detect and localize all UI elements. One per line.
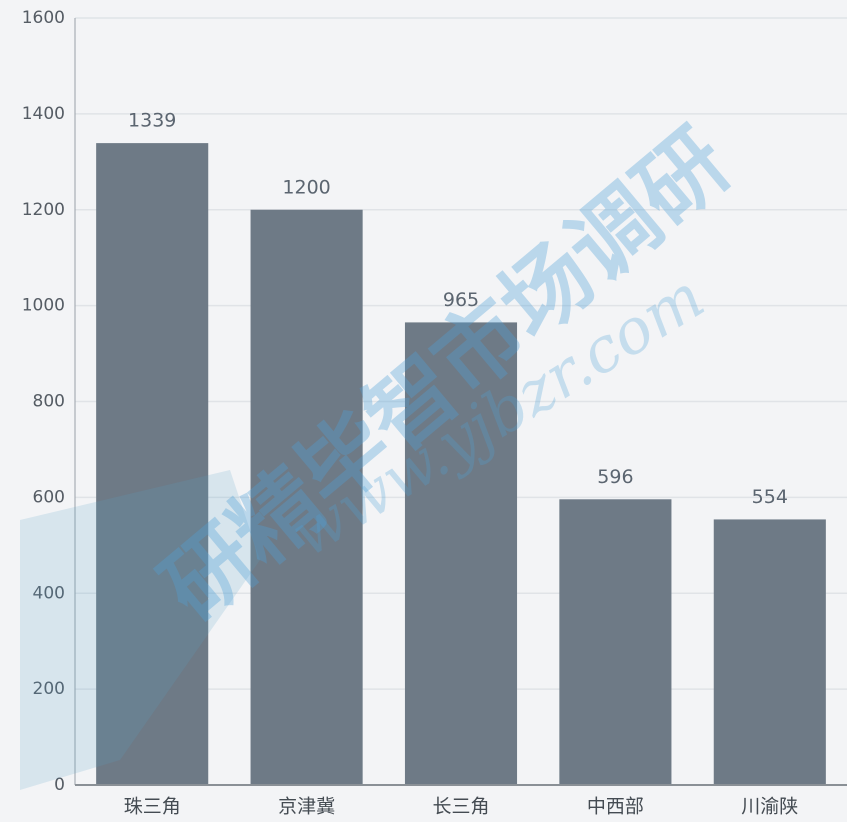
watermark-shape — [20, 470, 260, 790]
y-tick-label: 1600 — [22, 8, 65, 28]
y-tick-label: 400 — [33, 583, 65, 603]
y-tick-label: 1400 — [22, 104, 65, 124]
x-tick-label: 长三角 — [432, 796, 489, 818]
value-label: 965 — [443, 289, 479, 311]
bar — [404, 322, 518, 785]
value-label: 596 — [597, 466, 633, 488]
bar — [250, 209, 363, 785]
x-tick-label: 京津冀 — [278, 796, 335, 818]
y-tick-label: 600 — [33, 487, 65, 507]
bar — [96, 143, 209, 785]
value-label: 1339 — [128, 110, 176, 132]
y-tick-label: 200 — [33, 679, 65, 699]
x-tick-label: 珠三角 — [124, 796, 181, 818]
bar — [559, 499, 672, 785]
x-tick-label: 川渝陕 — [741, 796, 798, 818]
value-label: 554 — [752, 486, 788, 508]
x-tick-label: 中西部 — [587, 796, 644, 818]
value-label: 1200 — [282, 176, 330, 198]
y-tick-label: 1000 — [22, 296, 65, 316]
bar — [713, 519, 826, 785]
y-tick-label: 800 — [33, 392, 65, 412]
y-tick-label: 0 — [54, 775, 65, 795]
y-tick-label: 1200 — [22, 200, 65, 220]
